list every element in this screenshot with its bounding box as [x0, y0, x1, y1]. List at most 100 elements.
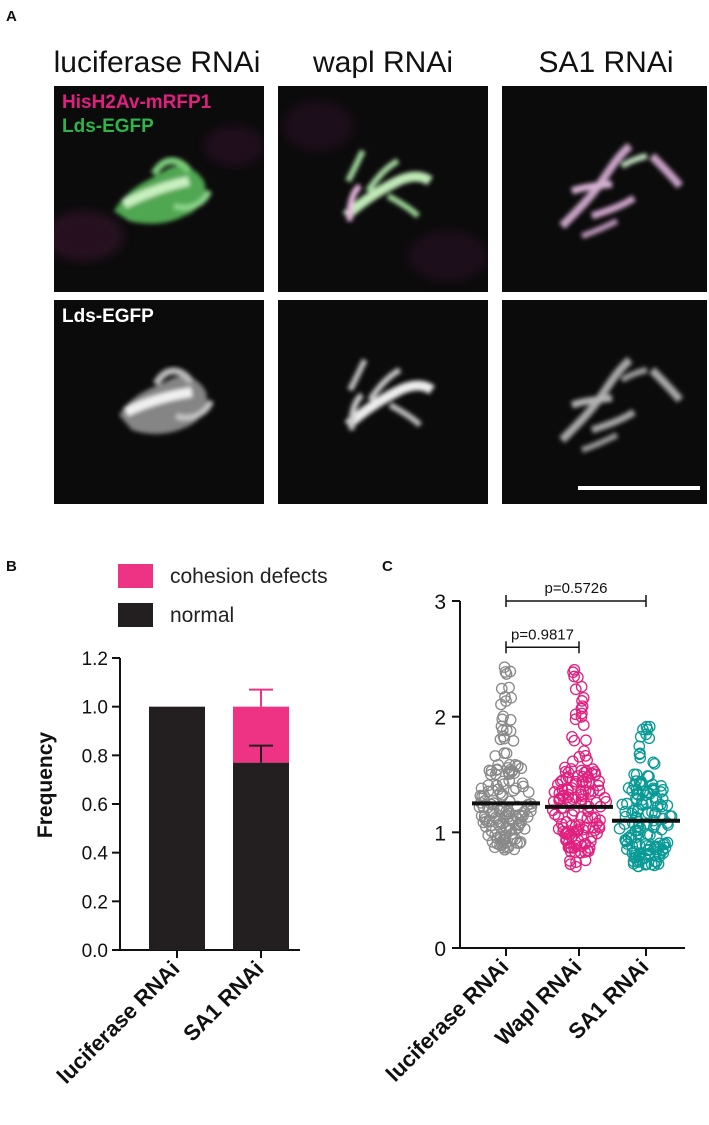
chart-c-point	[630, 775, 642, 788]
label-hish2av: HisH2Av-mRFP1	[62, 92, 212, 113]
legend-label-cohesion: cohesion defects	[170, 565, 328, 588]
column-title-sa1: SA1 RNAi	[538, 46, 674, 79]
chart-c-point	[575, 811, 588, 823]
chart-c-point	[485, 807, 498, 820]
chart-c-point	[507, 784, 520, 797]
chart-c-point	[494, 733, 507, 746]
chart-c-point	[498, 661, 511, 674]
chart-c-point	[641, 828, 654, 841]
chart-c-point	[569, 708, 582, 721]
chart-b-ytick-label: 0.8	[82, 746, 108, 767]
chart-c-point	[510, 782, 522, 795]
chart-c-ytick-label: 2	[434, 707, 446, 730]
chart-b-ytick-label: 0.0	[82, 941, 108, 962]
micrograph-gray-wapl	[278, 300, 488, 504]
chart-c-point	[559, 761, 571, 774]
chart-c-point	[568, 734, 581, 747]
chart-c-point	[502, 766, 515, 778]
chart-c-point	[560, 773, 573, 785]
chart-c-point	[655, 780, 667, 792]
chart-c-point	[552, 810, 565, 823]
chart-c-point	[622, 782, 635, 794]
chart-c-point	[517, 780, 530, 793]
chart-c-pvalue: p=0.9817	[511, 626, 574, 643]
chart-c-point	[495, 682, 508, 695]
chart-c-point	[485, 825, 498, 838]
chart-c-point	[575, 793, 588, 806]
chart-c-point	[657, 812, 669, 825]
panel-a-letter: A	[6, 8, 17, 25]
chart-c-point	[500, 668, 513, 680]
chart-c-point	[572, 834, 585, 847]
chart-c-point	[656, 800, 668, 813]
chart-c-point	[577, 719, 590, 731]
chart-c-point	[644, 840, 657, 853]
chart-c-point	[621, 797, 633, 810]
chart-c-point	[549, 808, 561, 821]
chart-c-point	[503, 774, 516, 787]
label-lds-egfp-merge: Lds-EGFP	[62, 116, 154, 137]
chart-c-point	[494, 817, 507, 830]
chart-c-point	[482, 829, 495, 842]
chart-c-point	[568, 670, 580, 683]
chart-c-point	[640, 858, 653, 870]
chart-b-ytick-label: 0.2	[82, 892, 108, 913]
chart-c-category-label: luciferase RNAi	[381, 954, 514, 1087]
chart-c-point	[559, 828, 571, 840]
chart-c-point	[644, 788, 656, 800]
chart-c-point	[647, 756, 660, 769]
chart-c-point	[634, 747, 646, 760]
chart-c-point	[564, 854, 576, 867]
chart-c-point	[505, 691, 518, 704]
chart-c-point	[588, 824, 601, 837]
chart-b-category-label: luciferase RNAi	[52, 956, 185, 1089]
chart-c-point	[474, 789, 487, 802]
chart-c-point	[582, 845, 595, 858]
chart-c-point	[511, 760, 524, 773]
chart-c-point	[649, 806, 662, 819]
chart-c-point	[640, 728, 652, 741]
chart-c-point	[580, 734, 592, 747]
chart-c-point	[500, 747, 513, 760]
chart-c-point	[506, 813, 519, 826]
chart-c-point	[581, 754, 593, 767]
micrograph-gray-sa1	[502, 300, 707, 504]
chart-c-point	[581, 812, 594, 824]
column-title-luciferase: luciferase RNAi	[53, 46, 261, 79]
chart-c-point	[475, 782, 488, 795]
label-lds-egfp-gray: Lds-EGFP	[62, 306, 154, 327]
chart-c-point	[557, 789, 570, 802]
micrograph-gray-luciferase: Lds-EGFP	[54, 300, 264, 504]
chart-c-point	[633, 827, 645, 840]
chart-c-point	[656, 793, 669, 806]
chart-b-ylabel: Frequency	[34, 732, 57, 839]
chart-c-ytick-label: 1	[434, 822, 446, 845]
chart-c-point	[497, 730, 510, 743]
chart-b-ytick-label: 0.4	[82, 844, 109, 865]
chart-c-point	[555, 775, 567, 788]
chart-c-point	[570, 860, 582, 873]
chart-c-point	[616, 798, 629, 811]
chart-c-point	[552, 778, 564, 791]
chart-c-point	[485, 768, 497, 781]
chart-c-point	[647, 782, 659, 795]
chart-c-point	[571, 770, 584, 782]
chart-c-point	[634, 751, 647, 764]
chart-c-point	[565, 782, 578, 794]
panel-b-letter: B	[6, 558, 17, 575]
chart-c-ytick-label: 0	[434, 938, 446, 961]
chart-c-point	[518, 822, 531, 835]
chart-c-point	[657, 847, 670, 859]
chart-b-ytick-label: 1.2	[82, 649, 108, 670]
chart-c-point	[494, 787, 507, 799]
chart-c-point	[508, 843, 521, 856]
chart-c-point	[583, 777, 596, 789]
chart-c-point	[499, 666, 512, 678]
chart-c-point	[493, 805, 506, 817]
chart-c-point	[584, 788, 597, 800]
chart-c-point	[509, 759, 522, 771]
chart-c-point	[661, 836, 674, 849]
chart-c-point	[619, 805, 632, 818]
chart-b-bar-normal	[149, 706, 205, 950]
